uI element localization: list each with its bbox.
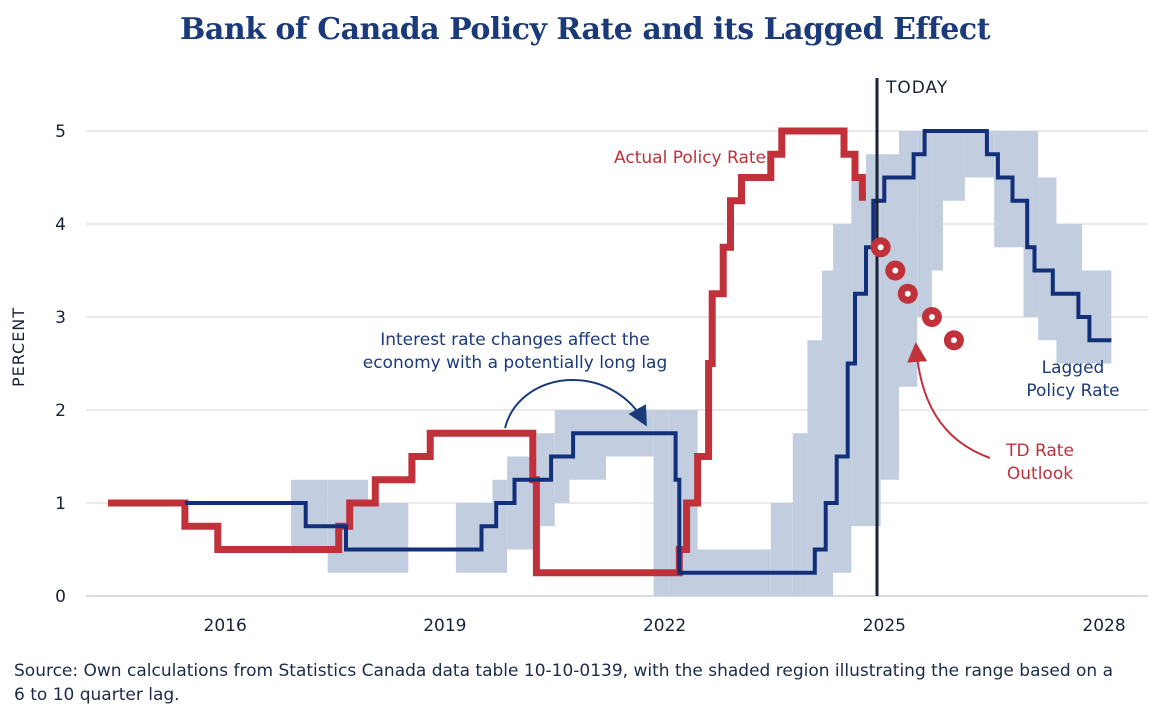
lag-band-segment xyxy=(931,131,943,271)
lag-band-segment xyxy=(770,503,793,596)
lag-band-segment xyxy=(880,154,899,480)
td-rate-outlook-label-line2: Outlook xyxy=(1007,464,1073,484)
x-tick-label: 2028 xyxy=(1082,616,1125,636)
lag-band-segment xyxy=(898,131,918,387)
x-tick-label: 2025 xyxy=(863,616,906,636)
outlook-point-center xyxy=(877,244,884,251)
lag-band-segment xyxy=(822,270,834,596)
y-axis-title: PERCENT xyxy=(9,307,28,387)
lag-band-segment xyxy=(653,410,669,596)
outlook-point-center xyxy=(950,337,957,344)
y-tick-label: 1 xyxy=(55,494,66,514)
lag-band-segment xyxy=(792,433,808,596)
x-tick-label: 2016 xyxy=(204,616,247,636)
lag-band-segment xyxy=(994,131,1024,248)
outlook-point-center xyxy=(904,290,911,297)
x-tick-label: 2019 xyxy=(423,616,466,636)
lagged-policy-rate-line xyxy=(184,129,1112,575)
outlook-dots xyxy=(870,237,964,351)
y-tick-label: 4 xyxy=(55,215,66,235)
actual-policy-rate-label: Actual Policy Rate xyxy=(614,148,766,168)
axis-labels: 0 1 2 3 4 5 2016 2019 2022 2025 2028 xyxy=(55,122,1126,636)
series-lines xyxy=(108,127,1112,577)
td-rate-outlook-arrow xyxy=(907,342,991,459)
lag-note-arrow xyxy=(504,378,647,429)
lag-band-segment xyxy=(455,503,493,573)
chart-title: Bank of Canada Policy Rate and its Lagge… xyxy=(180,12,990,47)
lag-band-segment xyxy=(807,340,823,596)
lag-note-line2: economy with a potentially long lag xyxy=(363,353,668,373)
lag-band-segment xyxy=(942,131,965,201)
td-rate-outlook-label-line1: TD Rate xyxy=(1005,441,1074,461)
y-tick-label: 3 xyxy=(55,308,66,328)
y-tick-label: 5 xyxy=(55,122,66,142)
lag-band-segment xyxy=(291,479,328,550)
outlook-point-center xyxy=(928,314,935,320)
lag-band-segment xyxy=(851,177,867,527)
y-tick-label: 2 xyxy=(55,401,66,421)
source-note: Source: Own calculations from Statistics… xyxy=(14,661,1114,705)
x-tick-label: 2022 xyxy=(643,616,686,636)
lag-band-segment xyxy=(569,410,607,480)
lag-band-segment xyxy=(1038,177,1057,341)
today-label: TODAY xyxy=(885,78,948,98)
outlook-point-center xyxy=(892,267,899,274)
lagged-policy-rate-label-line2: Policy Rate xyxy=(1026,381,1119,401)
lag-band-segment xyxy=(367,503,409,573)
y-tick-label: 0 xyxy=(55,587,66,607)
actual-policy-rate-line xyxy=(108,127,866,577)
lag-band-segment xyxy=(917,131,932,317)
lag-note-line1: Interest rate changes affect the xyxy=(380,330,650,350)
lagged-policy-rate-label-line1: Lagged xyxy=(1042,358,1105,378)
